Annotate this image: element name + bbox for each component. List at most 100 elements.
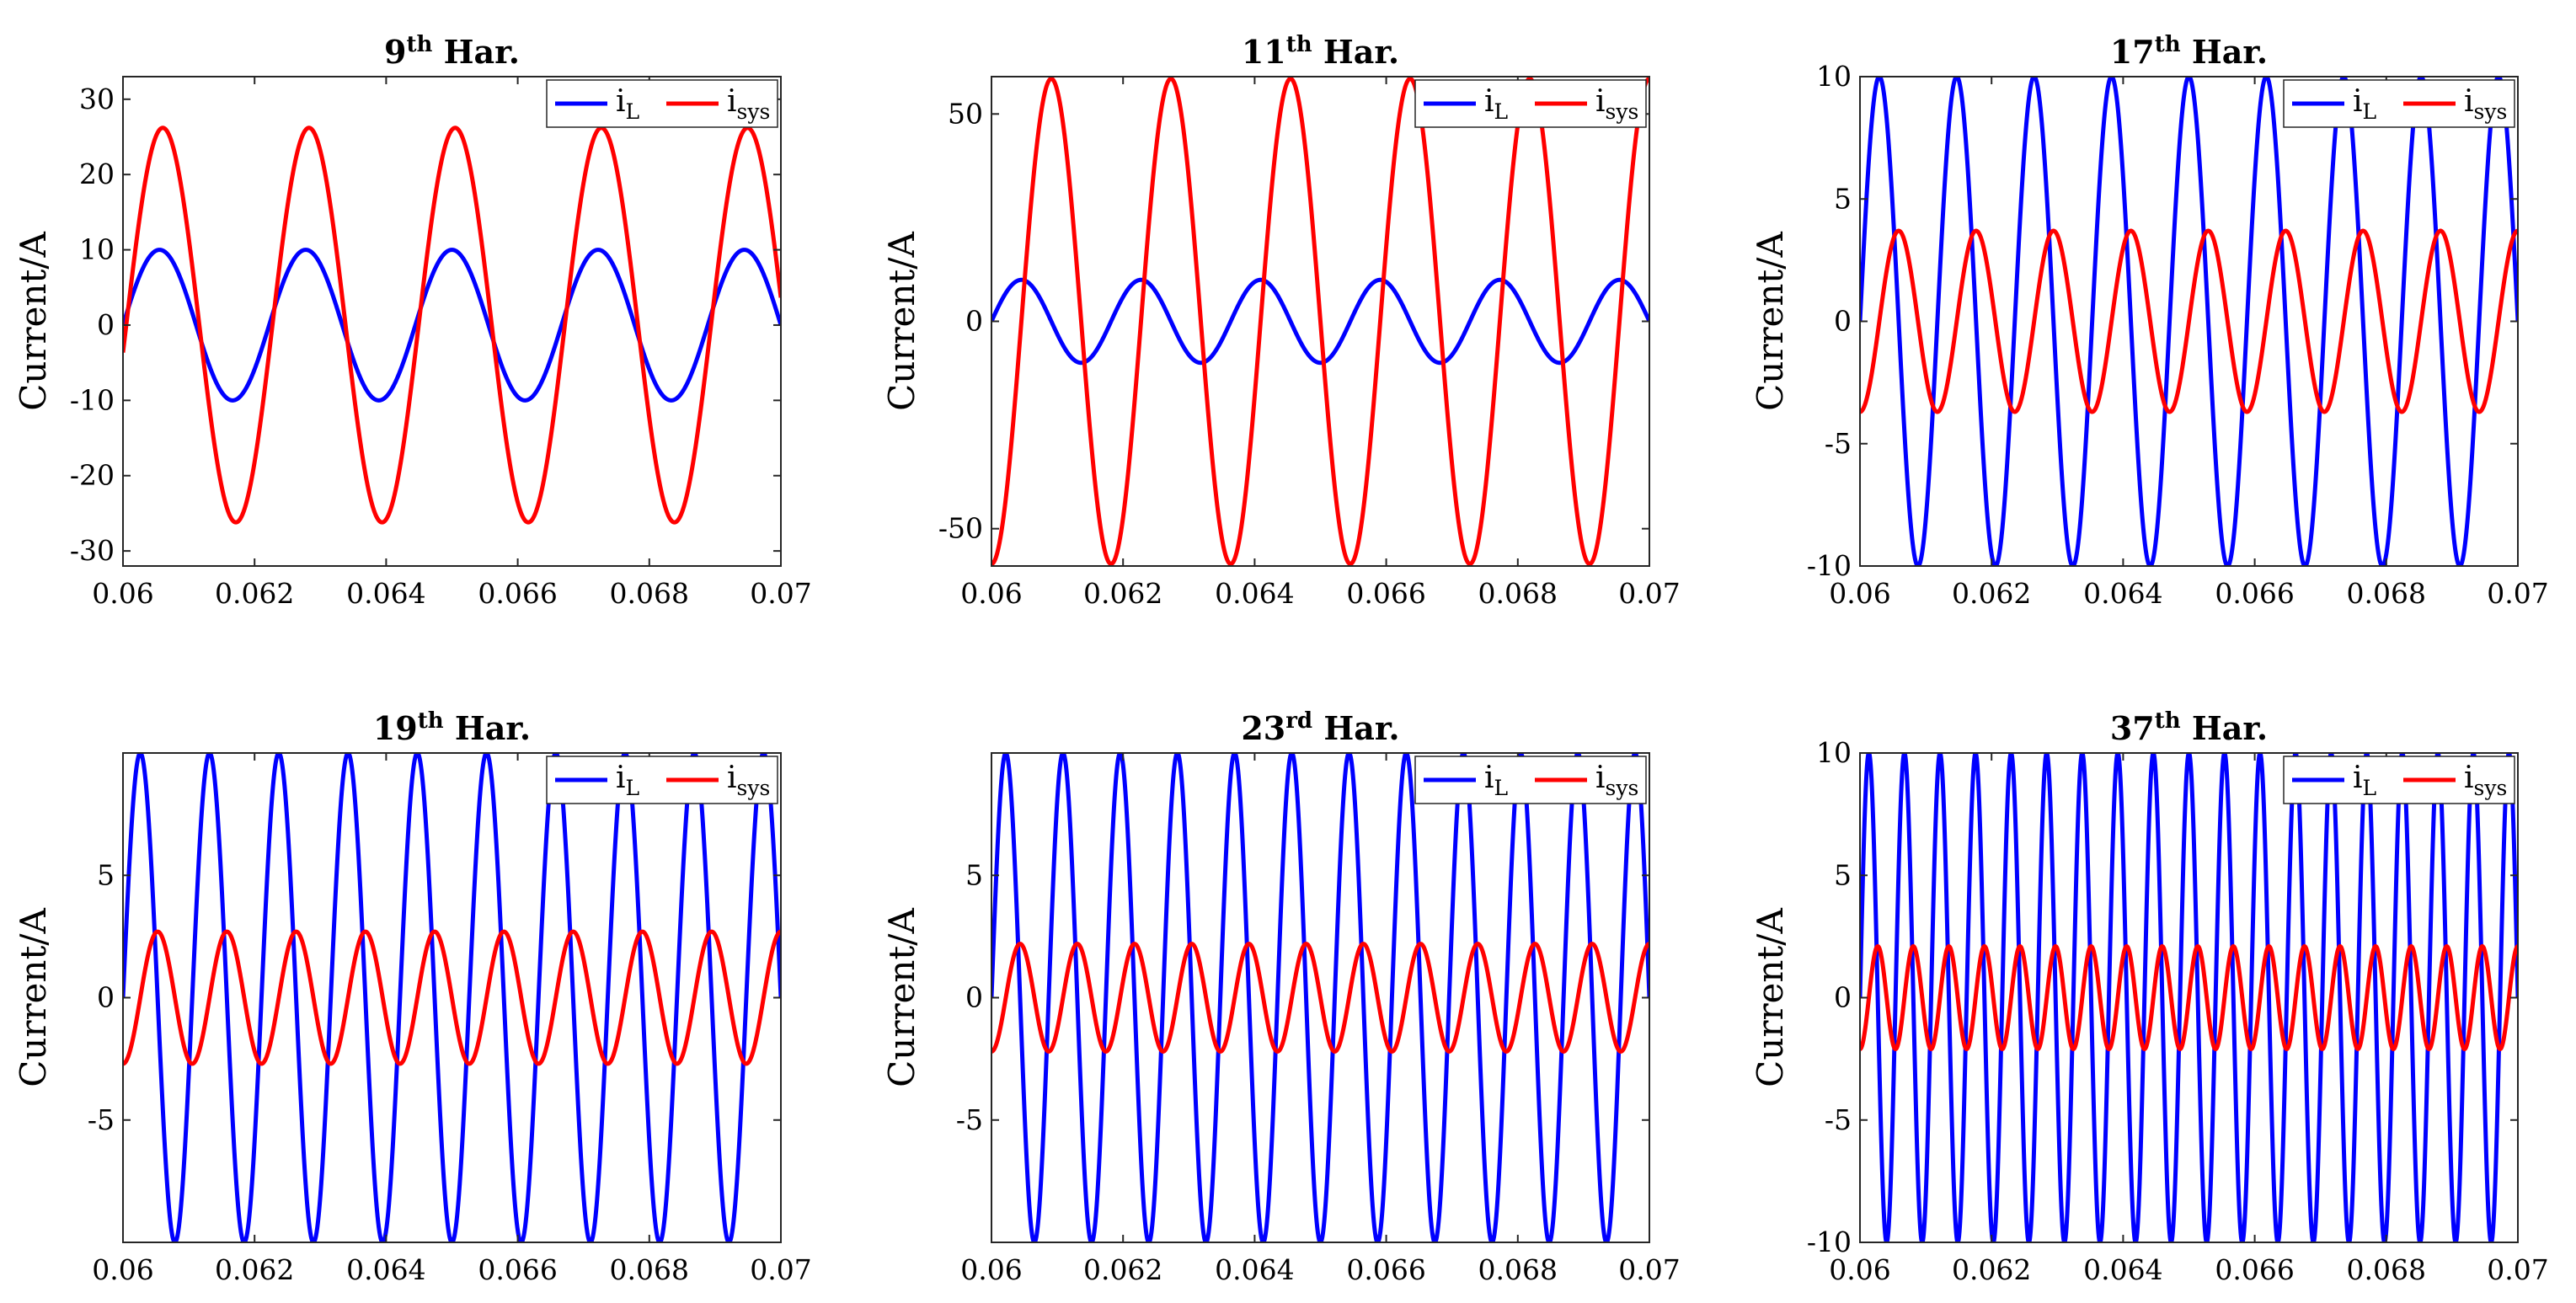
legend-label-i_L: iL [1484, 761, 1508, 800]
x-tick-label: 0.06 [92, 577, 153, 610]
x-tick-label: 0.062 [1952, 1253, 2031, 1286]
x-tick-label: 0.062 [1952, 577, 2031, 610]
plot-area [123, 77, 781, 566]
series-line-i_sys [123, 125, 781, 525]
y-tick-label: -10 [70, 383, 115, 416]
legend-label-i_sys: isys [727, 84, 770, 124]
x-tick-label: 0.068 [2347, 1253, 2426, 1286]
series-line-i_L [123, 753, 781, 1242]
y-tick-label: -5 [1825, 427, 1852, 460]
y-axis-label: Current/A [1750, 232, 1791, 411]
x-tick-label: 0.062 [215, 577, 294, 610]
legend: iL isys [2283, 756, 2515, 804]
subplot-title: 17th Har. [2110, 32, 2268, 71]
y-tick-label: 10 [79, 233, 115, 266]
x-tick-label: 0.068 [1478, 1253, 1558, 1286]
x-tick-label: 0.066 [1346, 577, 1425, 610]
y-tick-label: 0 [965, 981, 983, 1014]
x-tick-label: 0.062 [1083, 1253, 1162, 1286]
y-tick-label: -20 [70, 459, 115, 492]
legend-label-i_L: iL [2353, 84, 2376, 124]
x-tick-label: 0.07 [1618, 1253, 1680, 1286]
x-tick-label: 0.064 [2083, 1253, 2162, 1286]
x-tick-label: 0.064 [2083, 577, 2162, 610]
x-tick-label: 0.066 [1346, 1253, 1425, 1286]
x-tick-label: 0.064 [346, 577, 425, 610]
x-tick-label: 0.066 [2215, 1253, 2294, 1286]
x-tick-label: 0.068 [1478, 577, 1558, 610]
x-tick-label: 0.06 [960, 577, 1022, 610]
y-tick-label: 0 [97, 308, 115, 341]
x-tick-label: 0.062 [215, 1253, 294, 1286]
series-line-i_sys [123, 929, 781, 1066]
x-tick-label: 0.06 [92, 1253, 153, 1286]
x-tick-label: 0.062 [1083, 577, 1162, 610]
subplot-6: 0.06 0.062 0.064 0.066 0.068 0.07 10 5 0 -5 -10 37t… [1750, 708, 2549, 1286]
x-tick-label: 0.06 [1829, 577, 1890, 610]
x-tick-label: 0.07 [1618, 577, 1680, 610]
x-tick-label: 0.07 [750, 577, 811, 610]
legend-label-i_L: iL [616, 761, 639, 800]
series-line-i_sys [991, 942, 1649, 1054]
y-tick-label: 0 [965, 305, 983, 338]
legend: iL isys [1414, 756, 1647, 804]
axes-frame [122, 76, 782, 567]
subplot-2: 0.06 0.062 0.064 0.066 0.068 0.07 50 0 -50 11th H… [881, 32, 1681, 610]
y-tick-label: -30 [70, 534, 115, 567]
x-tick-label: 0.068 [2347, 577, 2426, 610]
legend-box [1414, 756, 1647, 804]
subplot-title: 19th Har. [373, 708, 531, 747]
y-tick-label: 0 [1834, 305, 1852, 338]
x-tick-label: 0.066 [478, 1253, 557, 1286]
legend-box [2283, 756, 2515, 804]
series-line-i_L [991, 277, 1649, 366]
series-line-i_sys [1860, 228, 2518, 414]
x-tick-label: 0.066 [478, 577, 557, 610]
legend: iL isys [2283, 79, 2515, 128]
y-axis-label: Current/A [13, 908, 54, 1087]
y-tick-label: -5 [88, 1103, 115, 1136]
x-tick-label: 0.066 [2215, 577, 2294, 610]
y-tick-label: -50 [938, 512, 983, 545]
x-tick-label: 0.06 [960, 1253, 1022, 1286]
x-tick-label: 0.07 [750, 1253, 811, 1286]
y-tick-label: 50 [948, 97, 983, 130]
legend-label-i_sys: isys [2464, 84, 2507, 124]
legend-label-i_sys: isys [2464, 761, 2507, 800]
legend-label-i_sys: isys [727, 761, 770, 800]
subplot-5: 0.06 0.062 0.064 0.066 0.068 0.07 5 0 -5 23rd Har… [881, 708, 1681, 1286]
x-tick-label: 0.064 [1215, 1253, 1294, 1286]
subplot-title: 9th Har. [384, 32, 520, 71]
y-tick-label: 10 [1816, 736, 1852, 769]
x-tick-label: 0.07 [2487, 577, 2548, 610]
legend: iL isys [1414, 79, 1647, 128]
series-line-i_L [991, 753, 1649, 1242]
y-axis-label: Current/A [1750, 908, 1791, 1087]
legend-label-i_sys: isys [1595, 761, 1638, 800]
legend: iL isys [546, 79, 778, 128]
subplot-title: 23rd Har. [1241, 708, 1399, 747]
y-tick-label: -10 [1807, 549, 1852, 582]
y-tick-label: 0 [97, 981, 115, 1014]
y-tick-label: 5 [97, 858, 115, 891]
y-axis-label: Current/A [13, 232, 54, 411]
legend-label-i_L: iL [2353, 761, 2376, 800]
x-tick-label: 0.06 [1829, 1253, 1890, 1286]
subplot-4: 0.06 0.062 0.064 0.066 0.068 0.07 5 0 -5 19th Har… [13, 708, 812, 1286]
x-tick-label: 0.07 [2487, 1253, 2548, 1286]
legend-label-i_L: iL [616, 84, 639, 124]
y-axis-label: Current/A [881, 908, 922, 1087]
x-tick-label: 0.064 [1215, 577, 1294, 610]
legend-label-i_L: iL [1484, 84, 1508, 124]
subplot-title: 11th Har. [1242, 32, 1399, 71]
y-tick-label: 0 [1834, 981, 1852, 1014]
y-tick-label: 30 [79, 83, 115, 115]
y-tick-label: -5 [956, 1103, 983, 1136]
y-axis-label: Current/A [881, 232, 922, 411]
y-tick-label: 5 [1834, 858, 1852, 891]
legend: iL isys [546, 756, 778, 804]
x-tick-label: 0.068 [610, 1253, 689, 1286]
y-tick-label: 5 [1834, 182, 1852, 215]
subplot-1: 0.06 0.062 0.064 0.066 0.068 0.07 30 20 10 0 -10 -2… [13, 32, 812, 610]
y-tick-label: 20 [79, 158, 115, 190]
